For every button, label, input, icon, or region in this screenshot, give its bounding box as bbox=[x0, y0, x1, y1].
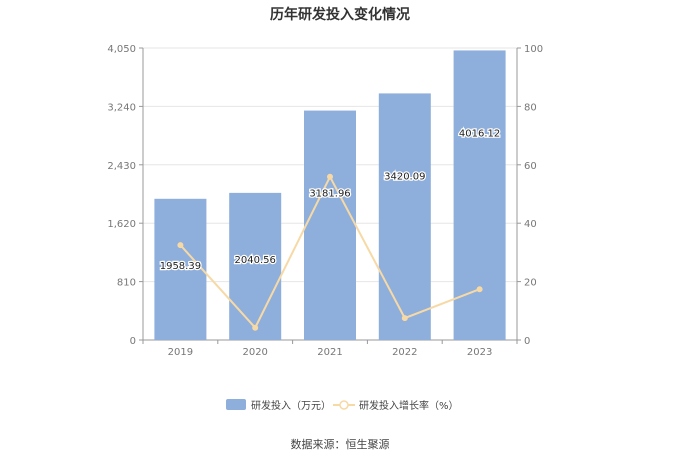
y-left-tick-label: 4,050 bbox=[107, 44, 136, 55]
y-left-tick-label: 1,620 bbox=[107, 219, 136, 230]
y-left-tick-label: 810 bbox=[117, 278, 136, 289]
bar-data-label: 4016.12 bbox=[459, 128, 500, 139]
legend-line-label: 研发投入增长率（%） bbox=[359, 399, 459, 412]
x-tick-label: 2022 bbox=[392, 347, 417, 358]
y-left-tick-label: 3,240 bbox=[107, 102, 136, 113]
bar bbox=[304, 110, 356, 340]
y-right-tick-label: 60 bbox=[524, 161, 537, 172]
y-left-tick-label: 2,430 bbox=[107, 161, 136, 172]
bar bbox=[229, 192, 282, 340]
line-point bbox=[252, 324, 259, 331]
data-source: 数据来源：恒生聚源 bbox=[290, 438, 390, 451]
y-right-tick-label: 40 bbox=[524, 219, 537, 230]
y-right-tick-label: 80 bbox=[524, 102, 537, 113]
line-point bbox=[401, 315, 408, 322]
y-right-tick-label: 0 bbox=[524, 336, 530, 347]
bar bbox=[378, 93, 431, 340]
line-point bbox=[327, 173, 333, 180]
line-point bbox=[177, 242, 184, 249]
bar-data-label: 3420.09 bbox=[384, 171, 425, 182]
bar-data-label: 2040.56 bbox=[235, 255, 276, 266]
x-tick-label: 2019 bbox=[168, 347, 193, 358]
y-right-tick-label: 100 bbox=[524, 44, 543, 55]
line-point bbox=[476, 286, 483, 293]
legend-line-marker bbox=[339, 400, 349, 410]
y-right-tick-label: 20 bbox=[524, 278, 537, 289]
x-tick-label: 2023 bbox=[467, 347, 492, 358]
legend-bar-label: 研发投入（万元） bbox=[251, 399, 331, 412]
x-tick-label: 2021 bbox=[317, 347, 342, 358]
bar-data-label: 1958.39 bbox=[160, 261, 201, 272]
y-left-tick-label: 0 bbox=[130, 336, 136, 347]
bar-data-label: 3181.96 bbox=[309, 189, 350, 200]
x-tick-label: 2020 bbox=[242, 347, 267, 358]
bar bbox=[154, 198, 207, 340]
chart-title: 历年研发投入变化情况 bbox=[270, 7, 410, 23]
legend-bar-swatch bbox=[226, 399, 246, 410]
